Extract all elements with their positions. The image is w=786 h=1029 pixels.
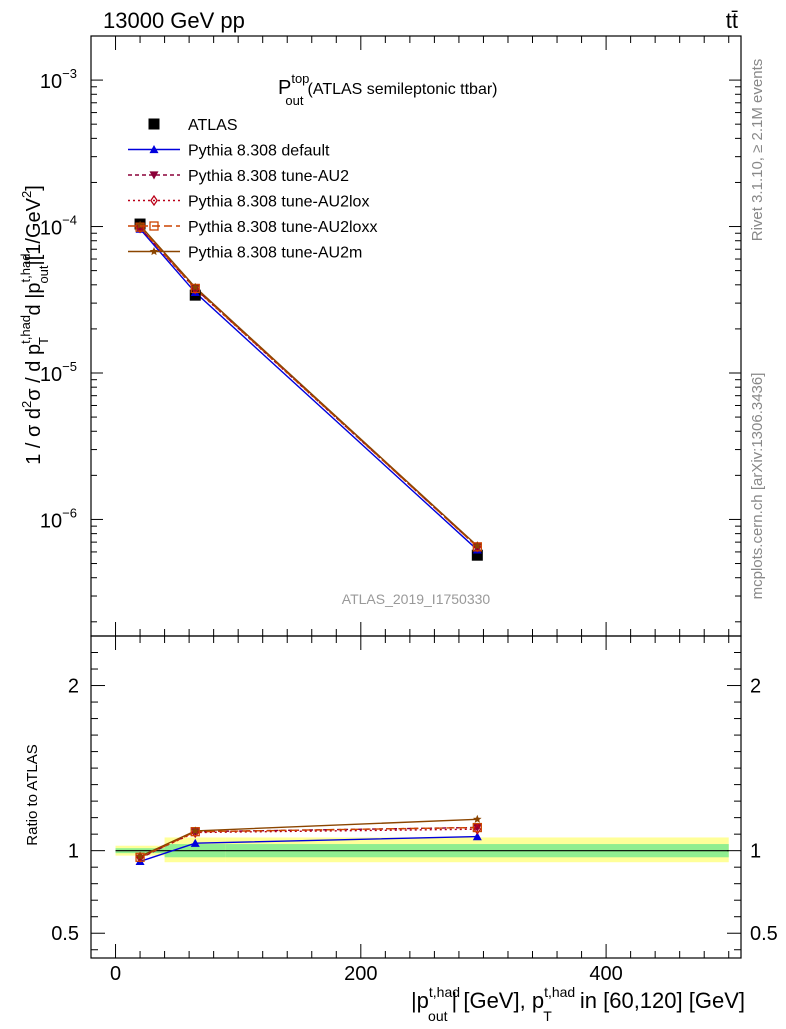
title-sub: out <box>285 93 303 108</box>
ylabel-prefix: 1 / σ d <box>23 408 45 465</box>
main-ytick-label: 10−4 <box>40 213 77 240</box>
ratio-point-au2loxx <box>472 822 482 833</box>
legend-label-au2lox: Pythia 8.308 tune-AU2lox <box>188 194 369 211</box>
title-main: P <box>278 77 291 99</box>
ratio-point-au2m <box>135 851 145 861</box>
ratio-point-default <box>472 832 482 841</box>
analysis-id: ATLAS_2019_I1750330 <box>342 591 491 607</box>
ylabel-psub2: out <box>36 265 51 283</box>
series-markers <box>134 218 483 865</box>
series-line-default <box>139 228 478 551</box>
ratio-ytick-label-left: 1 <box>68 841 79 863</box>
ylabel-psup2: t,had <box>18 254 33 283</box>
data-point-au2m <box>135 220 145 229</box>
main-ylabel: 1 / σ d2σ / d pt,had T d |pt,had out|[1/Ge… <box>18 185 51 465</box>
main-ytick-label: 10−5 <box>40 359 77 386</box>
ylabel-psub1: T <box>36 337 51 345</box>
legend-label-au2: Pythia 8.308 tune-AU2 <box>188 168 349 185</box>
series-line-au2m <box>139 224 478 547</box>
xlabel-asup: t,had <box>429 984 460 1000</box>
ratio-point-au2m <box>473 814 482 823</box>
xlabel-bsub: T <box>543 1008 552 1024</box>
xlabel-a: |p <box>411 988 429 1013</box>
data-point-au2m <box>473 541 482 550</box>
series-lines <box>139 224 478 863</box>
legend-marker-au2loxx <box>149 221 159 231</box>
xlabel-c: in [60,120] [GeV] <box>574 988 745 1013</box>
header-process: tt̄ <box>726 8 738 33</box>
xtick-label: 200 <box>344 963 377 985</box>
data-point-au2m <box>191 282 200 291</box>
ylabel-sigma: σ / d p <box>23 344 45 401</box>
ratio-point-au2m <box>191 826 200 835</box>
header-energy: 13000 GeV pp <box>103 8 245 33</box>
legend-label-au2loxx: Pythia 8.308 tune-AU2loxx <box>188 219 377 236</box>
ratio-point-default <box>190 838 200 847</box>
ratio-bands <box>115 837 729 863</box>
chart-title: Ptop out (ATLAS semileptonic ttbar) <box>278 71 498 108</box>
ratio-frame <box>90 635 742 959</box>
ratio-xlabel: |pt,had out| [GeV], pt,had T in [60,120] [… <box>411 984 745 1024</box>
title-rest: (ATLAS semileptonic ttbar) <box>308 81 498 98</box>
ylabel-unit: |[1/GeV <box>23 197 45 265</box>
ylabel-psup1: t,had <box>18 315 33 344</box>
ratio-point-au2lox <box>473 823 482 835</box>
data-point-data <box>471 549 483 561</box>
ratio-ytick-label-right: 2 <box>750 676 761 698</box>
legend-marker-au2lox <box>150 194 158 207</box>
main-ytick-label: 10−3 <box>40 66 77 93</box>
legend-marker-au2m <box>149 247 159 256</box>
mcplots-label: mcplots.cern.ch [arXiv:1306.3436] <box>749 373 766 600</box>
ylabel-close: ] <box>23 185 45 191</box>
ylabel-unitsup: 2 <box>19 191 34 198</box>
ratio-point-au2 <box>472 823 482 833</box>
axes <box>90 35 742 959</box>
ratio-ytick-label-left: 2 <box>68 676 79 698</box>
rivet-label: Rivet 3.1.10, ≥ 2.1M events <box>749 59 766 242</box>
ratio-ytick-label-right: 0.5 <box>750 923 778 945</box>
tick-labels: 10−3 10−4 10−5 10−6 0 200 400 0.5 0.5 1 1 2 2 <box>40 66 778 985</box>
xlabel-bsup: t,had <box>544 984 575 1000</box>
xlabel-asub: out <box>428 1008 448 1024</box>
main-ytick-label: 10−6 <box>40 505 77 532</box>
legend-marker-data <box>148 118 160 130</box>
legend-label-default: Pythia 8.308 default <box>188 143 330 160</box>
series-line-au2loxx <box>139 226 478 548</box>
ratio-ytick-label-right: 1 <box>750 841 761 863</box>
legend-marker-au2 <box>149 171 159 180</box>
legend-label-data: ATLAS <box>188 117 238 134</box>
title-sup: top <box>291 71 309 86</box>
ratio-ylabel: Ratio to ATLAS <box>24 744 41 845</box>
legend-label-au2m: Pythia 8.308 tune-AU2m <box>188 245 362 262</box>
ylabel-mid: d |p <box>23 282 45 321</box>
legend: ATLAS Pythia 8.308 default Pythia 8.308 tu… <box>128 117 377 262</box>
xtick-label: 0 <box>110 963 121 985</box>
ylabel-p2: 2 <box>19 401 34 408</box>
ratio-ytick-label-left: 0.5 <box>51 923 79 945</box>
xtick-label: 400 <box>589 963 622 985</box>
xlabel-b: | [GeV], p <box>452 988 545 1013</box>
legend-marker-default <box>149 145 159 154</box>
